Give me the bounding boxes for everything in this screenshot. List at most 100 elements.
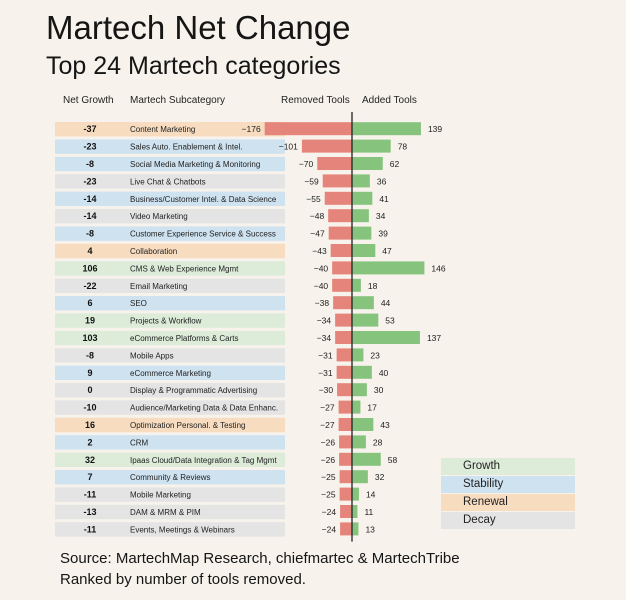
ranking-note: Ranked by number of tools removed. — [60, 571, 306, 588]
row-status-band — [55, 278, 285, 293]
added-bar — [352, 435, 366, 449]
added-value-label: 34 — [376, 211, 386, 221]
added-tools-header: Added Tools — [362, 95, 417, 106]
row-status-band — [55, 435, 285, 450]
row-status-band — [55, 156, 285, 172]
subcategory-label: Mobile Apps — [130, 351, 174, 360]
added-bar — [352, 522, 359, 536]
added-bar — [352, 505, 358, 518]
removed-value-label: −40 — [314, 263, 329, 273]
row-status-band — [55, 504, 285, 520]
removed-bar — [330, 244, 352, 257]
added-bar — [352, 331, 420, 344]
subcategory-label: Projects & Workflow — [130, 317, 202, 326]
added-bar — [352, 278, 361, 292]
net-growth-value: -23 — [83, 176, 96, 186]
net-growth-value: 16 — [85, 420, 95, 430]
added-value-label: 146 — [431, 263, 445, 273]
row-status-band — [55, 226, 285, 241]
added-bar — [352, 452, 381, 466]
added-value-label: 30 — [374, 385, 384, 395]
net-growth-value: 9 — [87, 368, 92, 378]
removed-bar — [335, 313, 352, 327]
net-growth-value: 32 — [85, 455, 95, 465]
chart-legend: Growth Stability Renewal Decay — [441, 458, 575, 530]
row-status-band — [55, 139, 285, 154]
subcategory-label: Community & Reviews — [130, 473, 210, 482]
added-bar — [352, 400, 361, 414]
added-bar — [352, 383, 367, 397]
removed-value-label: −26 — [321, 437, 336, 447]
added-value-label: 14 — [366, 490, 376, 500]
row-status-band — [55, 400, 285, 415]
subcategory-header: Martech Subcategory — [130, 95, 226, 106]
removed-value-label: −34 — [317, 316, 332, 326]
added-bar — [352, 487, 359, 501]
removed-bar — [322, 174, 352, 188]
net-growth-value: 2 — [87, 437, 92, 447]
net-growth-value: 106 — [82, 263, 97, 273]
legend-item-renewal: Renewal — [441, 494, 575, 511]
added-bar — [352, 348, 364, 362]
added-bar — [352, 418, 374, 431]
removed-bar — [264, 122, 352, 136]
row-status-band — [55, 452, 285, 467]
added-value-label: 18 — [368, 281, 378, 291]
removed-bar — [328, 209, 352, 223]
row-status-band — [55, 296, 285, 311]
net-growth-value: -8 — [86, 159, 94, 169]
removed-bar — [338, 400, 352, 414]
removed-value-label: −27 — [320, 403, 335, 413]
added-value-label: 78 — [398, 142, 408, 152]
row-status-band — [55, 174, 285, 189]
row-status-band — [55, 522, 285, 537]
net-growth-value: -11 — [84, 490, 97, 500]
subcategory-label: SEO — [130, 299, 147, 308]
removed-value-label: −59 — [304, 176, 319, 186]
net-growth-value: -10 — [83, 403, 96, 413]
legend-item-decay: Decay — [441, 512, 575, 529]
row-status-band — [55, 417, 285, 433]
removed-tools-header: Removed Tools — [281, 95, 350, 106]
row-status-band — [55, 261, 285, 276]
removed-value-label: −26 — [321, 455, 336, 465]
removed-value-label: −40 — [314, 281, 329, 291]
added-bar — [352, 244, 376, 257]
added-value-label: 40 — [379, 368, 389, 378]
net-growth-header: Net Growth — [63, 95, 114, 106]
removed-bar — [324, 191, 352, 205]
row-status-band — [55, 243, 285, 259]
added-bar — [352, 261, 425, 275]
row-status-band — [55, 313, 285, 328]
added-value-label: 44 — [381, 298, 391, 308]
removed-bar — [328, 226, 352, 240]
net-growth-value: -22 — [83, 281, 96, 291]
net-growth-value: -8 — [86, 229, 94, 239]
added-value-label: 58 — [388, 455, 398, 465]
net-growth-value: 103 — [82, 333, 97, 343]
subcategory-label: Collaboration — [130, 247, 177, 256]
removed-bar — [336, 348, 352, 362]
chart-title: Martech Net Change — [46, 9, 351, 46]
chart-subtitle: Top 24 Martech categories — [46, 52, 341, 80]
added-bar — [352, 122, 421, 136]
added-value-label: 32 — [375, 472, 385, 482]
chart-source-note: Source: MartechMap Research, chiefmartec… — [60, 548, 460, 590]
row-status-band — [55, 348, 285, 363]
removed-bar — [339, 452, 352, 466]
row-status-band — [55, 209, 285, 224]
removed-bar — [332, 278, 352, 292]
row-status-band — [55, 383, 285, 398]
added-value-label: 39 — [378, 229, 388, 239]
removed-bar — [336, 365, 352, 379]
added-bar — [352, 313, 379, 327]
removed-value-label: −27 — [320, 420, 335, 430]
net-growth-value: -13 — [83, 507, 96, 517]
added-bar — [352, 157, 383, 170]
removed-value-label: −24 — [322, 507, 337, 517]
removed-value-label: −70 — [299, 159, 314, 169]
row-status-band — [55, 191, 285, 206]
subcategory-label: Audience/Marketing Data & Data Enhanc. — [130, 404, 278, 413]
added-value-label: 47 — [382, 246, 392, 256]
added-value-label: 36 — [377, 176, 387, 186]
